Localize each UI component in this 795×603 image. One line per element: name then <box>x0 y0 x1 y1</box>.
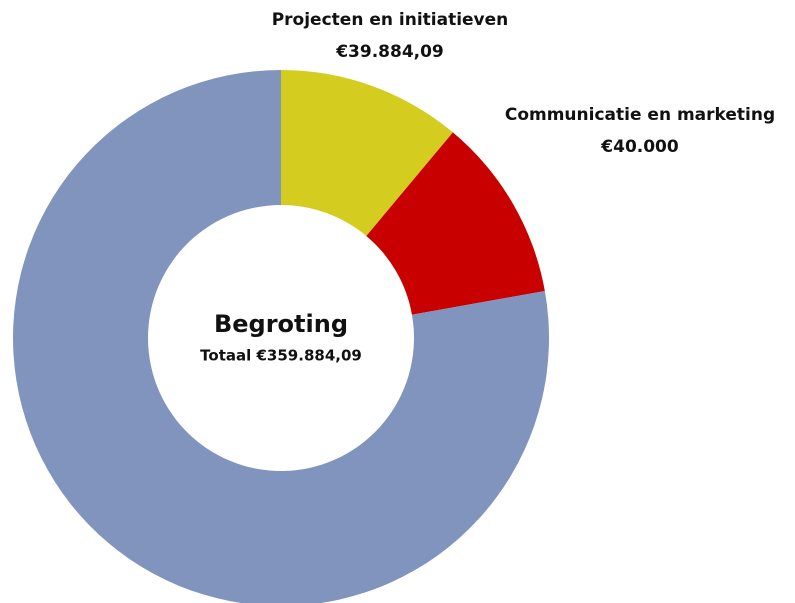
center-subtitle: Totaal €359.884,09 <box>200 347 362 365</box>
slice-value-label: €39.884,09 <box>335 42 444 62</box>
slice-label: Projecten en initiatieven <box>272 10 509 30</box>
slice-value-label: €40.000 <box>600 137 679 157</box>
slice <box>366 132 545 315</box>
slice <box>13 70 549 603</box>
slice-label: Communicatie en marketing <box>505 105 775 125</box>
slice <box>281 70 453 236</box>
center-title: Begroting <box>214 310 348 338</box>
slices <box>13 70 549 603</box>
